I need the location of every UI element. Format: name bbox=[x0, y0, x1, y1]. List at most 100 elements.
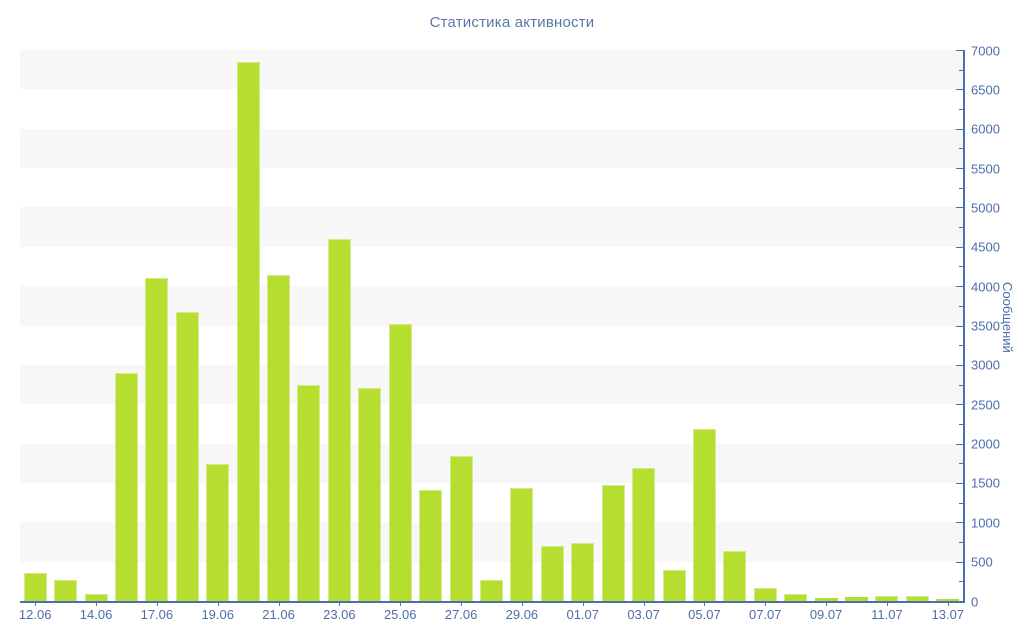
y-tick-label: 6000 bbox=[971, 121, 1000, 137]
bar-10.07 bbox=[845, 597, 869, 601]
x-tick bbox=[156, 602, 158, 606]
x-tick bbox=[765, 602, 767, 606]
x-tick-label: 09.07 bbox=[809, 607, 843, 622]
bar-02.07 bbox=[601, 484, 625, 601]
background-stripe bbox=[20, 207, 963, 247]
y-major-tick bbox=[956, 207, 963, 209]
y-axis-title: Сообщений bbox=[1000, 282, 1015, 353]
y-minor-tick bbox=[959, 305, 963, 307]
x-tick bbox=[947, 602, 949, 606]
bar-22.06 bbox=[297, 385, 321, 601]
y-tick-label: 4500 bbox=[971, 239, 1000, 255]
x-tick-label: 01.07 bbox=[566, 607, 600, 622]
x-tick-label: 23.06 bbox=[323, 607, 356, 622]
y-tick-label: 3000 bbox=[971, 357, 1000, 373]
y-tick-label: 0 bbox=[971, 594, 979, 609]
bar-13.06 bbox=[54, 579, 78, 601]
bar-29.06 bbox=[510, 487, 534, 601]
y-major-tick bbox=[956, 482, 963, 484]
bar-23.06 bbox=[327, 238, 351, 601]
y-tick-label: 1500 bbox=[971, 475, 1000, 491]
y-minor-tick bbox=[959, 148, 963, 150]
y-major-tick bbox=[956, 246, 963, 248]
bar-01.07 bbox=[571, 542, 595, 601]
bar-21.06 bbox=[267, 275, 291, 601]
y-major-tick bbox=[956, 364, 963, 366]
y-minor-tick bbox=[959, 581, 963, 583]
x-tick-label: 12.06 bbox=[18, 607, 52, 622]
x-tick bbox=[704, 602, 706, 606]
y-tick-label: 2000 bbox=[971, 436, 1000, 452]
y-axis-line bbox=[963, 50, 965, 603]
y-major-tick bbox=[956, 286, 963, 288]
bar-04.07 bbox=[662, 569, 686, 601]
bar-06.07 bbox=[723, 550, 747, 601]
y-tick-label: 5000 bbox=[971, 200, 1000, 216]
y-tick-label: 6500 bbox=[971, 82, 1000, 98]
x-tick bbox=[35, 602, 37, 606]
bar-11.07 bbox=[875, 595, 899, 601]
x-tick bbox=[217, 602, 219, 606]
y-tick-label: 3500 bbox=[971, 318, 1000, 334]
bar-20.06 bbox=[236, 61, 260, 601]
y-minor-tick bbox=[959, 423, 963, 425]
y-minor-tick bbox=[959, 109, 963, 111]
bar-03.07 bbox=[632, 467, 656, 601]
y-minor-tick bbox=[959, 502, 963, 504]
x-tick-label: 03.07 bbox=[627, 607, 660, 622]
x-tick-label: 14.06 bbox=[79, 607, 113, 622]
x-tick-label: 27.06 bbox=[444, 607, 478, 622]
y-major-tick bbox=[956, 89, 963, 91]
y-tick-label: 4000 bbox=[971, 279, 1000, 295]
bar-19.06 bbox=[206, 464, 230, 601]
y-minor-tick bbox=[959, 266, 963, 268]
y-tick-label: 500 bbox=[971, 554, 993, 570]
bar-08.07 bbox=[784, 593, 808, 601]
y-major-tick bbox=[956, 50, 963, 51]
x-tick bbox=[521, 602, 523, 606]
x-tick bbox=[582, 602, 584, 606]
bar-07.07 bbox=[753, 587, 777, 601]
y-major-tick bbox=[956, 601, 963, 602]
y-tick-label: 1000 bbox=[971, 515, 1000, 531]
y-tick-label: 5500 bbox=[971, 161, 1000, 177]
bar-16.06 bbox=[114, 372, 138, 601]
bar-13.07 bbox=[936, 598, 960, 601]
x-tick bbox=[96, 602, 98, 606]
y-minor-tick bbox=[959, 69, 963, 71]
y-minor-tick bbox=[959, 227, 963, 229]
x-tick-label: 11.07 bbox=[871, 607, 903, 622]
y-major-tick bbox=[956, 443, 963, 445]
x-tick bbox=[400, 602, 402, 606]
x-tick-label: 17.06 bbox=[140, 607, 174, 622]
bar-09.07 bbox=[814, 597, 838, 601]
chart-title: Статистика активности bbox=[429, 14, 595, 31]
bar-26.06 bbox=[419, 490, 443, 601]
x-tick-label: 21.06 bbox=[262, 607, 295, 622]
bar-25.06 bbox=[388, 323, 412, 601]
y-major-tick bbox=[956, 325, 963, 327]
bar-05.07 bbox=[692, 429, 716, 601]
y-major-tick bbox=[956, 128, 963, 130]
bar-18.06 bbox=[175, 312, 199, 601]
bar-24.06 bbox=[358, 388, 382, 601]
y-minor-tick bbox=[959, 187, 963, 189]
y-minor-tick bbox=[959, 384, 963, 386]
y-minor-tick bbox=[959, 541, 963, 543]
bar-12.07 bbox=[905, 596, 929, 601]
y-major-tick bbox=[956, 522, 963, 524]
y-minor-tick bbox=[959, 345, 963, 347]
bar-14.06 bbox=[84, 593, 108, 601]
bar-17.06 bbox=[145, 278, 169, 601]
x-tick bbox=[339, 602, 341, 606]
y-tick-label: 2500 bbox=[971, 397, 1000, 413]
x-tick-label: 25.06 bbox=[383, 607, 417, 622]
bar-27.06 bbox=[449, 456, 473, 601]
y-minor-tick bbox=[959, 463, 963, 465]
x-tick bbox=[886, 602, 888, 606]
x-tick bbox=[826, 602, 828, 606]
x-tick-label: 19.06 bbox=[201, 607, 234, 622]
y-major-tick bbox=[956, 561, 963, 563]
x-tick bbox=[278, 602, 280, 606]
